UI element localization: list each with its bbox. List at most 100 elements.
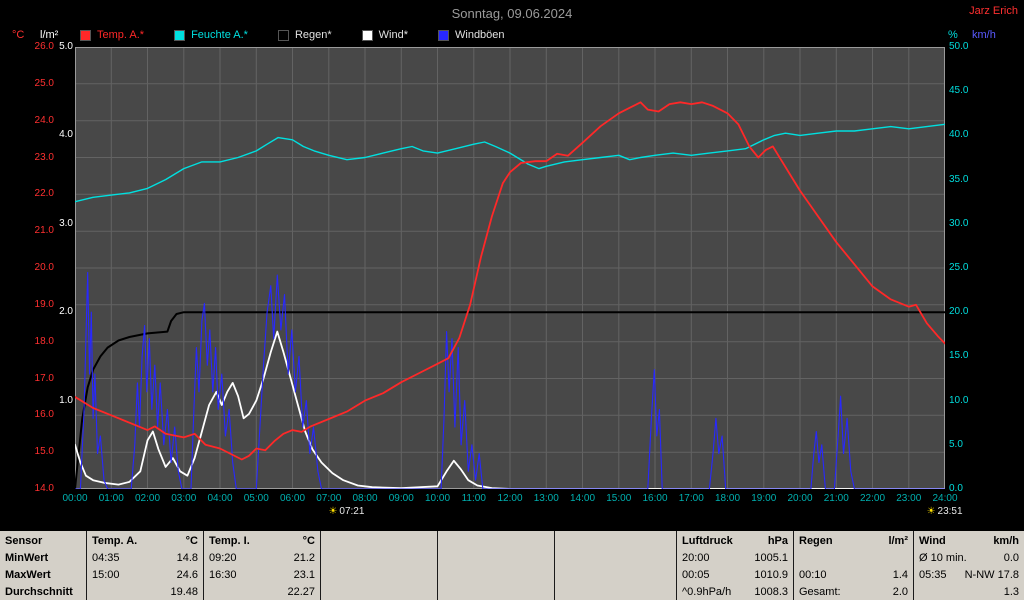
stat-value: 1.4 — [892, 568, 908, 581]
sun-time-marker-2: ☀ 23:51 — [927, 506, 963, 517]
y-axis-wind-tick: 40.0 — [949, 129, 969, 141]
x-axis-time-tick: 19:00 — [751, 493, 777, 504]
y-axis-temp-tick: 26.0 — [34, 41, 54, 52]
y-axis-temp-tick: 17.0 — [34, 372, 54, 384]
stats-table: Sensor MinWert MaxWert Durchschnitt Temp. A.… — [0, 531, 1024, 600]
x-axis-time-tick: 00:00 — [62, 493, 88, 504]
x-axis-time-tick: 01:00 — [98, 493, 124, 504]
stat-value: hPa — [767, 534, 788, 547]
x-axis-time-tick: 14:00 — [569, 493, 596, 504]
stat-cell — [555, 566, 676, 583]
stat-cell: Gesamt: 2.0 — [794, 583, 913, 600]
legend-label: Windböen — [455, 29, 505, 41]
stat-cell: Ø 10 min. 0.0 — [914, 549, 1024, 566]
legend-swatch-icon — [80, 29, 91, 41]
stats-section-temp-a-: Temp. A. °C 04:35 14.8 15:00 24.6 19.48 — [86, 531, 203, 600]
unit-label-humidity: % — [948, 29, 958, 41]
x-axis-time-tick: 22:00 — [859, 493, 886, 504]
unit-label-rain: l/m² — [40, 29, 59, 41]
stat-value: 1010.9 — [754, 568, 788, 581]
legend-label: Temp. A.* — [97, 29, 145, 41]
stat-cell: 09:20 21.2 — [204, 549, 320, 566]
stat-value: °C — [302, 534, 315, 547]
y-axis-temp-tick: 16.0 — [34, 409, 54, 421]
stats-section-luftdruck: Luftdruck hPa 20:00 1005.1 00:05 1010.9 ^0.9hP… — [676, 531, 793, 600]
x-axis-time-tick: 12:00 — [497, 493, 523, 504]
x-axis-time-tick: 13:00 — [533, 493, 559, 504]
unit-label-celsius: °C — [12, 29, 25, 41]
stat-value: 16:30 — [209, 568, 237, 581]
sun-time-marker-1: ☀ 07:21 — [328, 506, 364, 517]
stat-cell: Wind km/h — [914, 532, 1024, 549]
stat-value: 04:35 — [92, 551, 120, 564]
x-axis-time-tick: 08:00 — [352, 493, 378, 504]
y-axis-wind-tick: 45.0 — [949, 85, 969, 97]
stat-cell: 19.48 — [87, 583, 203, 600]
stat-value: N-NW 17.8 — [964, 568, 1019, 581]
stat-cell — [794, 549, 913, 566]
y-axis-wind-tick: 20.0 — [949, 306, 969, 318]
stat-cell: Luftdruck hPa — [677, 532, 793, 549]
sun-icon: ☀ — [926, 506, 936, 517]
station-owner: Jarz Erich — [969, 5, 1018, 17]
stats-section-empty-2 — [320, 531, 437, 600]
y-axis-temp-tick: 15.0 — [34, 446, 54, 458]
stats-section-temp-i-: Temp. I. °C 09:20 21.2 16:30 23.1 22.27 — [203, 531, 320, 600]
x-axis-time-tick: 03:00 — [171, 493, 197, 504]
stat-value: 1.3 — [1003, 585, 1019, 598]
x-axis-time-tick: 23:00 — [896, 493, 922, 504]
legend-swatch-icon — [361, 29, 373, 41]
legend-label: Wind* — [378, 29, 408, 41]
stats-section-empty-3 — [437, 531, 554, 600]
stat-cell: 00:05 1010.9 — [677, 566, 793, 583]
stat-cell: Sensor — [0, 532, 86, 549]
legend-item-5: Windböen — [438, 29, 505, 41]
stat-value: 05:35 — [919, 568, 947, 581]
y-axis-wind-tick: 25.0 — [949, 262, 969, 273]
stat-cell: 20:00 1005.1 — [677, 549, 793, 566]
x-axis-time-tick: 05:00 — [243, 493, 269, 504]
stat-cell — [555, 549, 676, 566]
stats-row-labels: Sensor MinWert MaxWert Durchschnitt — [0, 531, 86, 600]
x-axis-time-tick: 07:00 — [316, 493, 342, 504]
stat-value: 20:00 — [682, 551, 710, 564]
stat-value: 00:10 — [799, 568, 827, 581]
stat-cell: 05:35 N-NW 17.8 — [914, 566, 1024, 583]
stat-value: Luftdruck — [682, 534, 733, 547]
y-axis-temp-tick: 14.0 — [34, 483, 54, 494]
stats-section-empty-4 — [554, 531, 676, 600]
stat-value: ^0.9hPa/h — [682, 585, 732, 598]
stat-value: MinWert — [5, 551, 49, 564]
legend: Temp. A.* Feuchte A.* Regen* Wind* Windböen — [80, 29, 505, 41]
series-wind — [74, 330, 946, 490]
stat-value: Ø 10 min. — [919, 551, 967, 564]
stat-cell: Temp. I. °C — [204, 532, 320, 549]
legend-item-3: Regen* — [277, 29, 332, 41]
series-temp-a- — [74, 101, 946, 461]
x-axis-time-tick: 17:00 — [678, 493, 704, 504]
y-axis-temp-tick: 18.0 — [34, 335, 54, 347]
stat-value: 09:20 — [209, 551, 237, 564]
stat-cell — [321, 566, 437, 583]
sun-time-label: 07:21 — [339, 506, 365, 517]
stat-cell — [321, 583, 437, 600]
y-axis-temp-tick: 25.0 — [34, 77, 54, 89]
stat-value: 21.2 — [293, 551, 315, 564]
series-windb-en — [74, 271, 946, 490]
stat-value: Gesamt: — [799, 585, 841, 598]
chart-plot-area — [74, 46, 946, 490]
stats-section-wind: Wind km/h Ø 10 min. 0.0 05:35 N-NW 17.8 1.3 — [913, 531, 1024, 600]
stat-value: 1005.1 — [754, 551, 788, 564]
stat-cell — [438, 583, 554, 600]
stat-cell: 15:00 24.6 — [87, 566, 203, 583]
sun-icon: ☀ — [328, 506, 338, 517]
y-axis-temp-tick: 19.0 — [34, 298, 54, 310]
stat-value: °C — [185, 534, 198, 547]
stat-cell: Temp. A. °C — [87, 532, 203, 549]
legend-swatch-icon — [174, 29, 186, 41]
stat-value: Temp. I. — [209, 534, 250, 547]
y-axis-rain-tick: 5.0 — [59, 41, 73, 52]
legend-item-1: Temp. A.* — [80, 29, 144, 41]
y-axis-temp-tick: 21.0 — [34, 225, 54, 237]
page-title: Sonntag, 09.06.2024 — [451, 6, 573, 21]
